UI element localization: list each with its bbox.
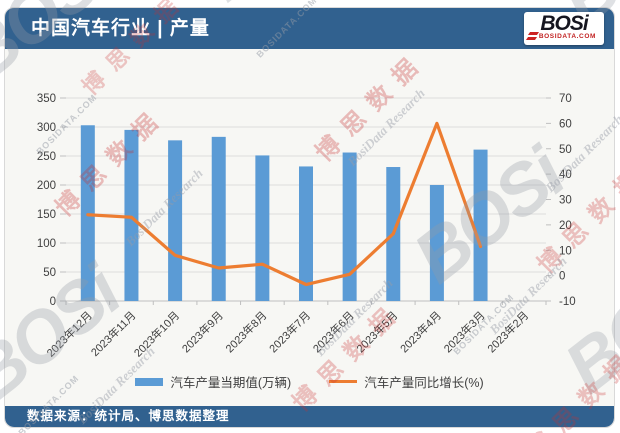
- legend-label: 汽车产量当期值(万辆): [170, 376, 292, 390]
- x-axis-label: 2023年4月: [397, 308, 444, 355]
- right-axis-label: 10: [559, 245, 572, 257]
- x-axis-label: 2023年8月: [222, 308, 269, 355]
- right-axis-label: 40: [559, 169, 572, 181]
- page-title: 中国汽车行业 | 产量: [31, 18, 210, 39]
- x-axis-label: 2023年3月: [441, 308, 488, 355]
- bar-series-swatch-icon: [135, 377, 164, 386]
- chart-card: 中国汽车行业 | 产量 BOSi BOSIDATA.COM 0 50 100 150 2…: [4, 7, 615, 428]
- chart-legend: 汽车产量当期值(万辆) 汽车产量同比增长(%): [5, 372, 614, 391]
- legend-item-bar-series: 汽车产量当期值(万辆): [135, 372, 291, 391]
- bar-2023年6月: [342, 152, 357, 301]
- right-axis-label: 70: [559, 93, 572, 105]
- right-axis-label: 50: [559, 144, 572, 156]
- x-axis-label: 2023年2月: [484, 308, 531, 355]
- bar-2023年11月: [124, 129, 139, 301]
- bar-2023年9月: [211, 136, 226, 301]
- right-axis-label: 30: [559, 195, 572, 207]
- x-axis-label: 2023年9月: [179, 308, 226, 355]
- x-axis-label: 2023年5月: [353, 308, 400, 355]
- left-axis-label: 50: [43, 267, 56, 279]
- bar-2023年7月: [299, 166, 313, 301]
- line-series-swatch-icon: [329, 379, 358, 384]
- left-axis-label: 0: [50, 296, 56, 308]
- logo-text: BOSi: [540, 12, 588, 35]
- bar-2023年4月: [429, 185, 444, 301]
- left-axis-label: 350: [37, 93, 56, 105]
- x-axis-label: 2023年12月: [44, 308, 95, 359]
- x-axis-label: 2023年11月: [88, 308, 139, 359]
- legend-item-line-series: 汽车产量同比增长(%): [329, 372, 484, 391]
- legend-label: 汽车产量同比增长(%): [364, 376, 484, 390]
- x-axis-label: 2023年10月: [131, 308, 182, 359]
- left-axis-label: 150: [37, 209, 56, 221]
- bar-2023年10月: [168, 140, 183, 301]
- right-axis-label: -10: [559, 296, 576, 308]
- right-axis-label: 20: [559, 220, 572, 232]
- logo-subtext: BOSIDATA.COM: [538, 33, 596, 40]
- left-axis-label: 250: [37, 151, 56, 163]
- bar-2023年3月: [473, 149, 488, 301]
- bosi-logo: BOSi BOSIDATA.COM: [524, 12, 604, 45]
- x-axis-label: 2023年7月: [266, 308, 313, 355]
- x-axis-label: 2023年6月: [310, 308, 357, 355]
- left-axis-label: 100: [37, 238, 56, 250]
- left-axis-label: 300: [37, 122, 56, 134]
- header-bar: 中国汽车行业 | 产量: [5, 8, 614, 49]
- data-source-text: 数据来源：统计局、博思数据整理: [27, 409, 230, 423]
- growth-line: [86, 121, 483, 287]
- right-axis-label: 60: [559, 118, 572, 130]
- combo-chart: 0 50 100 150 200 250 300 350 -10 0 10 20 30 40 50 60 70 2…: [37, 93, 576, 360]
- left-axis-label: 200: [37, 180, 56, 192]
- bar-2023年8月: [255, 155, 270, 301]
- footer-bar: 数据来源：统计局、博思数据整理: [5, 406, 614, 427]
- right-axis-label: 0: [559, 271, 565, 283]
